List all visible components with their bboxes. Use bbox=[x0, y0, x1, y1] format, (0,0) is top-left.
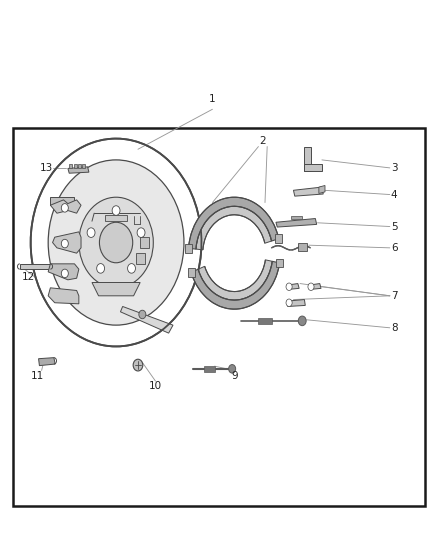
Polygon shape bbox=[74, 164, 77, 168]
Circle shape bbox=[229, 365, 236, 373]
Polygon shape bbox=[275, 235, 282, 243]
Polygon shape bbox=[78, 164, 81, 168]
Polygon shape bbox=[48, 288, 79, 304]
Polygon shape bbox=[204, 366, 215, 372]
Polygon shape bbox=[304, 147, 311, 171]
Text: 9: 9 bbox=[231, 371, 238, 381]
Polygon shape bbox=[196, 206, 272, 250]
Circle shape bbox=[298, 316, 306, 326]
Polygon shape bbox=[287, 284, 299, 289]
Polygon shape bbox=[68, 167, 89, 173]
Polygon shape bbox=[188, 197, 279, 249]
Polygon shape bbox=[298, 243, 307, 251]
Bar bbox=[13, 128, 425, 506]
Polygon shape bbox=[50, 200, 81, 213]
Text: 4: 4 bbox=[391, 190, 398, 199]
Circle shape bbox=[286, 299, 292, 306]
Text: 1: 1 bbox=[209, 94, 216, 103]
Polygon shape bbox=[20, 264, 50, 269]
Polygon shape bbox=[136, 253, 145, 264]
Polygon shape bbox=[293, 187, 323, 196]
Polygon shape bbox=[50, 197, 74, 205]
Circle shape bbox=[99, 222, 133, 263]
Circle shape bbox=[61, 239, 68, 248]
Circle shape bbox=[139, 310, 146, 319]
Polygon shape bbox=[291, 216, 302, 219]
Text: 2: 2 bbox=[259, 136, 266, 146]
Text: 8: 8 bbox=[391, 323, 398, 333]
Text: 7: 7 bbox=[391, 291, 398, 301]
Text: 12: 12 bbox=[22, 272, 35, 282]
Polygon shape bbox=[39, 358, 55, 366]
Text: 6: 6 bbox=[391, 243, 398, 253]
Circle shape bbox=[133, 359, 143, 371]
Polygon shape bbox=[309, 284, 321, 289]
Circle shape bbox=[48, 160, 184, 325]
Circle shape bbox=[31, 139, 201, 346]
Polygon shape bbox=[304, 164, 322, 171]
Polygon shape bbox=[48, 264, 79, 280]
Text: 10: 10 bbox=[149, 382, 162, 391]
Polygon shape bbox=[276, 219, 317, 227]
Circle shape bbox=[137, 228, 145, 237]
Circle shape bbox=[308, 283, 314, 290]
Polygon shape bbox=[319, 185, 325, 193]
Text: 5: 5 bbox=[391, 222, 398, 231]
Circle shape bbox=[61, 204, 68, 212]
Circle shape bbox=[286, 283, 292, 290]
Circle shape bbox=[97, 264, 105, 273]
Polygon shape bbox=[187, 268, 194, 277]
Polygon shape bbox=[69, 164, 72, 168]
Circle shape bbox=[127, 264, 135, 273]
Circle shape bbox=[61, 269, 68, 278]
Polygon shape bbox=[105, 215, 127, 221]
Polygon shape bbox=[287, 300, 305, 306]
Text: 3: 3 bbox=[391, 163, 398, 173]
Polygon shape bbox=[191, 261, 279, 309]
Circle shape bbox=[87, 228, 95, 237]
Polygon shape bbox=[185, 244, 192, 253]
Polygon shape bbox=[82, 164, 85, 168]
Circle shape bbox=[79, 197, 153, 288]
Polygon shape bbox=[258, 318, 272, 324]
Polygon shape bbox=[92, 282, 140, 296]
Polygon shape bbox=[140, 237, 149, 248]
Polygon shape bbox=[53, 232, 81, 253]
Text: 11: 11 bbox=[31, 371, 44, 381]
Polygon shape bbox=[120, 306, 173, 333]
Text: 13: 13 bbox=[39, 163, 53, 173]
Circle shape bbox=[112, 206, 120, 215]
Polygon shape bbox=[198, 260, 272, 300]
Polygon shape bbox=[276, 259, 283, 267]
